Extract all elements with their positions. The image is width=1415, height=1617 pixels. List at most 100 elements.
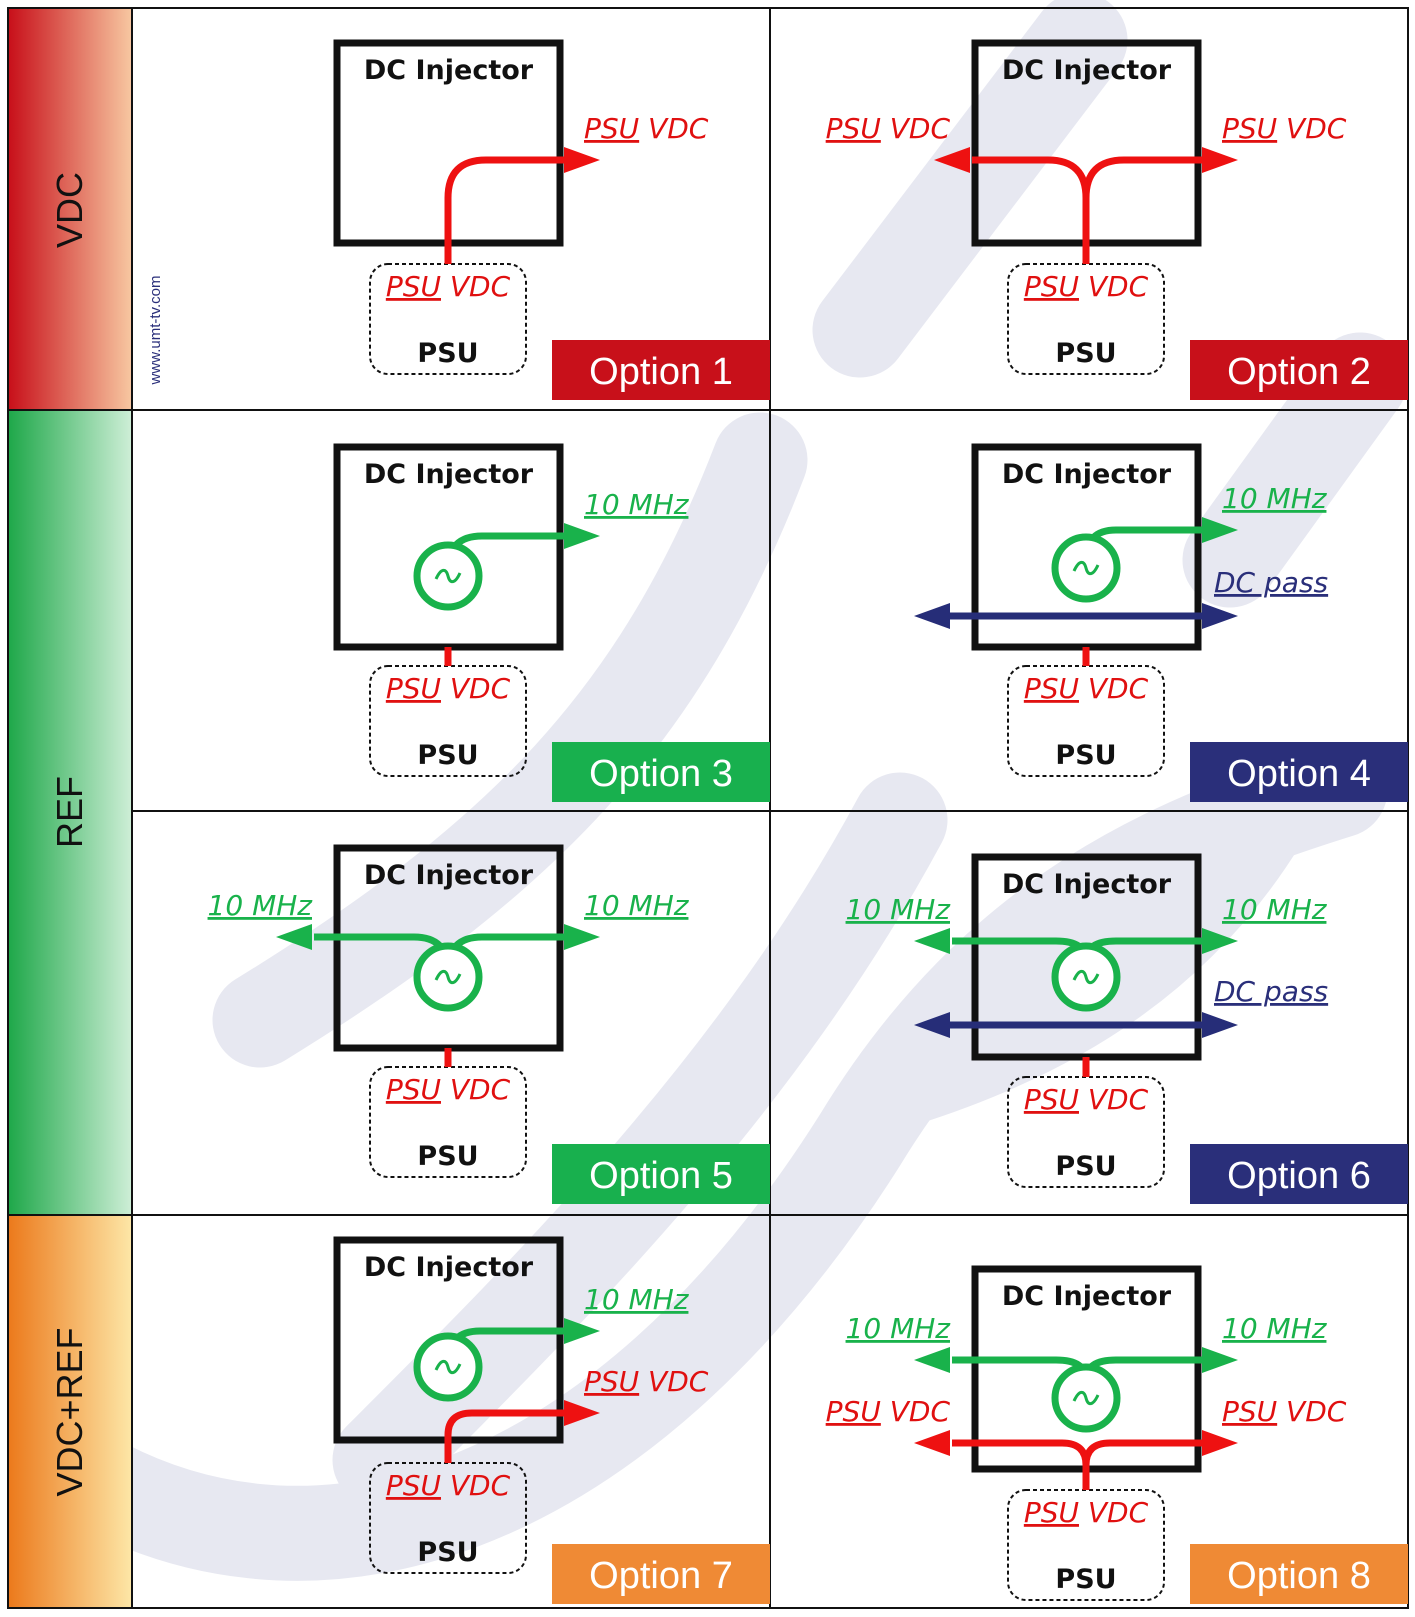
option-panel-8: DC Injector PSU PSU VDC Option 8 10 MHz 10 MH… (826, 1265, 1408, 1604)
ref-out-label: 10 MHz (584, 1283, 690, 1316)
vdc-out-left-label: PSU VDC (826, 112, 951, 145)
psu-vdc-label: PSU VDC (1024, 1496, 1149, 1529)
option-label: Option 8 (1227, 1555, 1371, 1597)
vdc-line-right (1082, 156, 1202, 264)
vdc-line (444, 156, 564, 264)
psu-title: PSU (1055, 1151, 1116, 1182)
vdc-out-left-label: PSU VDC (826, 1395, 951, 1428)
psu-vdc-label: PSU VDC (386, 1469, 511, 1502)
vdc-out-label: PSU VDC (584, 1365, 709, 1398)
dc-pass-label: DC pass (1214, 566, 1328, 599)
option-badge (552, 1144, 770, 1204)
psu-title: PSU (417, 1141, 478, 1172)
dc-injector-title: DC Injector (364, 1252, 534, 1283)
ref-out-label: 10 MHz (1222, 482, 1328, 515)
option-badge (552, 340, 770, 400)
ref-out-label: 10 MHz (584, 488, 690, 521)
vdc-out-label: PSU VDC (584, 112, 709, 145)
dc-injector-title: DC Injector (1002, 55, 1172, 86)
option-panel-2: DC Injector PSU PSU VDC Option 2 PSU VDC PSU … (826, 39, 1408, 400)
option-label: Option 7 (589, 1555, 733, 1597)
option-badge (552, 742, 770, 802)
option-badge (1190, 1144, 1408, 1204)
dc-injector-title: DC Injector (364, 860, 534, 891)
option-badge (1190, 340, 1408, 400)
option-label: Option 4 (1227, 753, 1371, 795)
sine-wave-icon (1072, 1390, 1100, 1406)
ref-arrow-right (1202, 928, 1238, 954)
option-panel-7: DC Injector PSU PSU VDC Option 7 10 MHz PSU V… (333, 1236, 770, 1604)
option-label: Option 3 (589, 753, 733, 795)
row-band-vdc (9, 9, 131, 409)
sine-wave-icon (434, 568, 462, 584)
dc-pass-arrow-right (1202, 1012, 1238, 1038)
ref-arrow (564, 523, 600, 549)
vdc-arrow-left (914, 1430, 950, 1456)
vdc-arrow (564, 1400, 600, 1426)
option-label: Option 2 (1227, 351, 1371, 393)
psu-vdc-label: PSU VDC (1024, 1083, 1149, 1116)
dc-injector-title: DC Injector (1002, 459, 1172, 490)
psu-vdc-label: PSU VDC (1024, 270, 1149, 303)
vdc-line (444, 1409, 564, 1463)
vdc-line-left (972, 156, 1090, 199)
dc-pass-arrow-left (914, 603, 950, 629)
psu-title: PSU (1055, 1564, 1116, 1595)
option-panel-6: DC Injector PSU PSU VDC Option 6 10 MHz 10 MH… (846, 853, 1408, 1204)
psu-title: PSU (1055, 338, 1116, 369)
option-badge (552, 1544, 770, 1604)
row-band-vdc-ref (9, 1216, 131, 1607)
psu-title: PSU (417, 1537, 478, 1568)
sine-wave-icon (434, 1359, 462, 1375)
sine-wave-icon (434, 969, 462, 985)
layout-grid (7, 7, 1409, 1609)
option-badge (1190, 742, 1408, 802)
row-label-vdc: VDC (49, 172, 90, 248)
psu-vdc-label: PSU VDC (386, 1073, 511, 1106)
dc-pass-label: DC pass (1214, 975, 1328, 1008)
vdc-line-left (952, 1439, 1090, 1466)
psu-title: PSU (417, 338, 478, 369)
vdc-out-right-label: PSU VDC (1222, 1395, 1347, 1428)
vdc-arrow (564, 147, 600, 173)
row-labels: VDC REF VDC+REF (9, 9, 131, 1607)
option-panel-5: DC Injector PSU PSU VDC Option 5 10 MHz 10 MH… (208, 844, 770, 1204)
ref-arrow-left (914, 928, 950, 954)
option-panel-1: DC Injector PSU PSU VDC Option 1 PSU VDC (333, 39, 770, 400)
sine-wave-icon (1072, 969, 1100, 985)
dc-injector-title: DC Injector (1002, 869, 1172, 900)
dc-injector-title: DC Injector (364, 55, 534, 86)
option-label: Option 6 (1227, 1155, 1371, 1197)
watermark-url: www.umt-tv.com (147, 276, 164, 386)
option-label: Option 1 (589, 351, 733, 393)
option-panel-4: DC Injector PSU PSU VDC Option 4 10 MHz DC pa… (914, 443, 1408, 802)
dc-pass-arrow-right (1202, 603, 1238, 629)
psu-vdc-label: PSU VDC (386, 270, 511, 303)
row-label-ref: REF (49, 776, 90, 848)
ref-arrow-right (564, 924, 600, 950)
option-label: Option 5 (589, 1155, 733, 1197)
vdc-arrow-left (934, 147, 970, 173)
ref-out-right-label: 10 MHz (1222, 1312, 1328, 1345)
ref-out-left-label: 10 MHz (846, 1312, 952, 1345)
dc-pass-arrow-left (914, 1012, 950, 1038)
ref-arrow-left (276, 924, 312, 950)
row-band-ref (9, 411, 131, 1214)
vdc-out-right-label: PSU VDC (1222, 112, 1347, 145)
psu-title: PSU (1055, 740, 1116, 771)
ref-arrow (1202, 517, 1238, 543)
sine-wave-icon (1072, 560, 1100, 576)
ref-out-left-label: 10 MHz (846, 893, 952, 926)
vdc-arrow-right (1202, 1430, 1238, 1456)
vdc-arrow-right (1202, 147, 1238, 173)
ref-arrow-left (914, 1347, 950, 1373)
dc-injector-title: DC Injector (364, 459, 534, 490)
ref-arrow-right (1202, 1347, 1238, 1373)
ref-out-right-label: 10 MHz (584, 889, 690, 922)
option-panel-3: DC Injector PSU PSU VDC Option 3 10 MHz (333, 443, 770, 802)
ref-out-left-label: 10 MHz (208, 889, 314, 922)
ref-arrow (564, 1318, 600, 1344)
row-label-vdc-ref: VDC+REF (49, 1327, 90, 1496)
option-badge (1190, 1544, 1408, 1604)
